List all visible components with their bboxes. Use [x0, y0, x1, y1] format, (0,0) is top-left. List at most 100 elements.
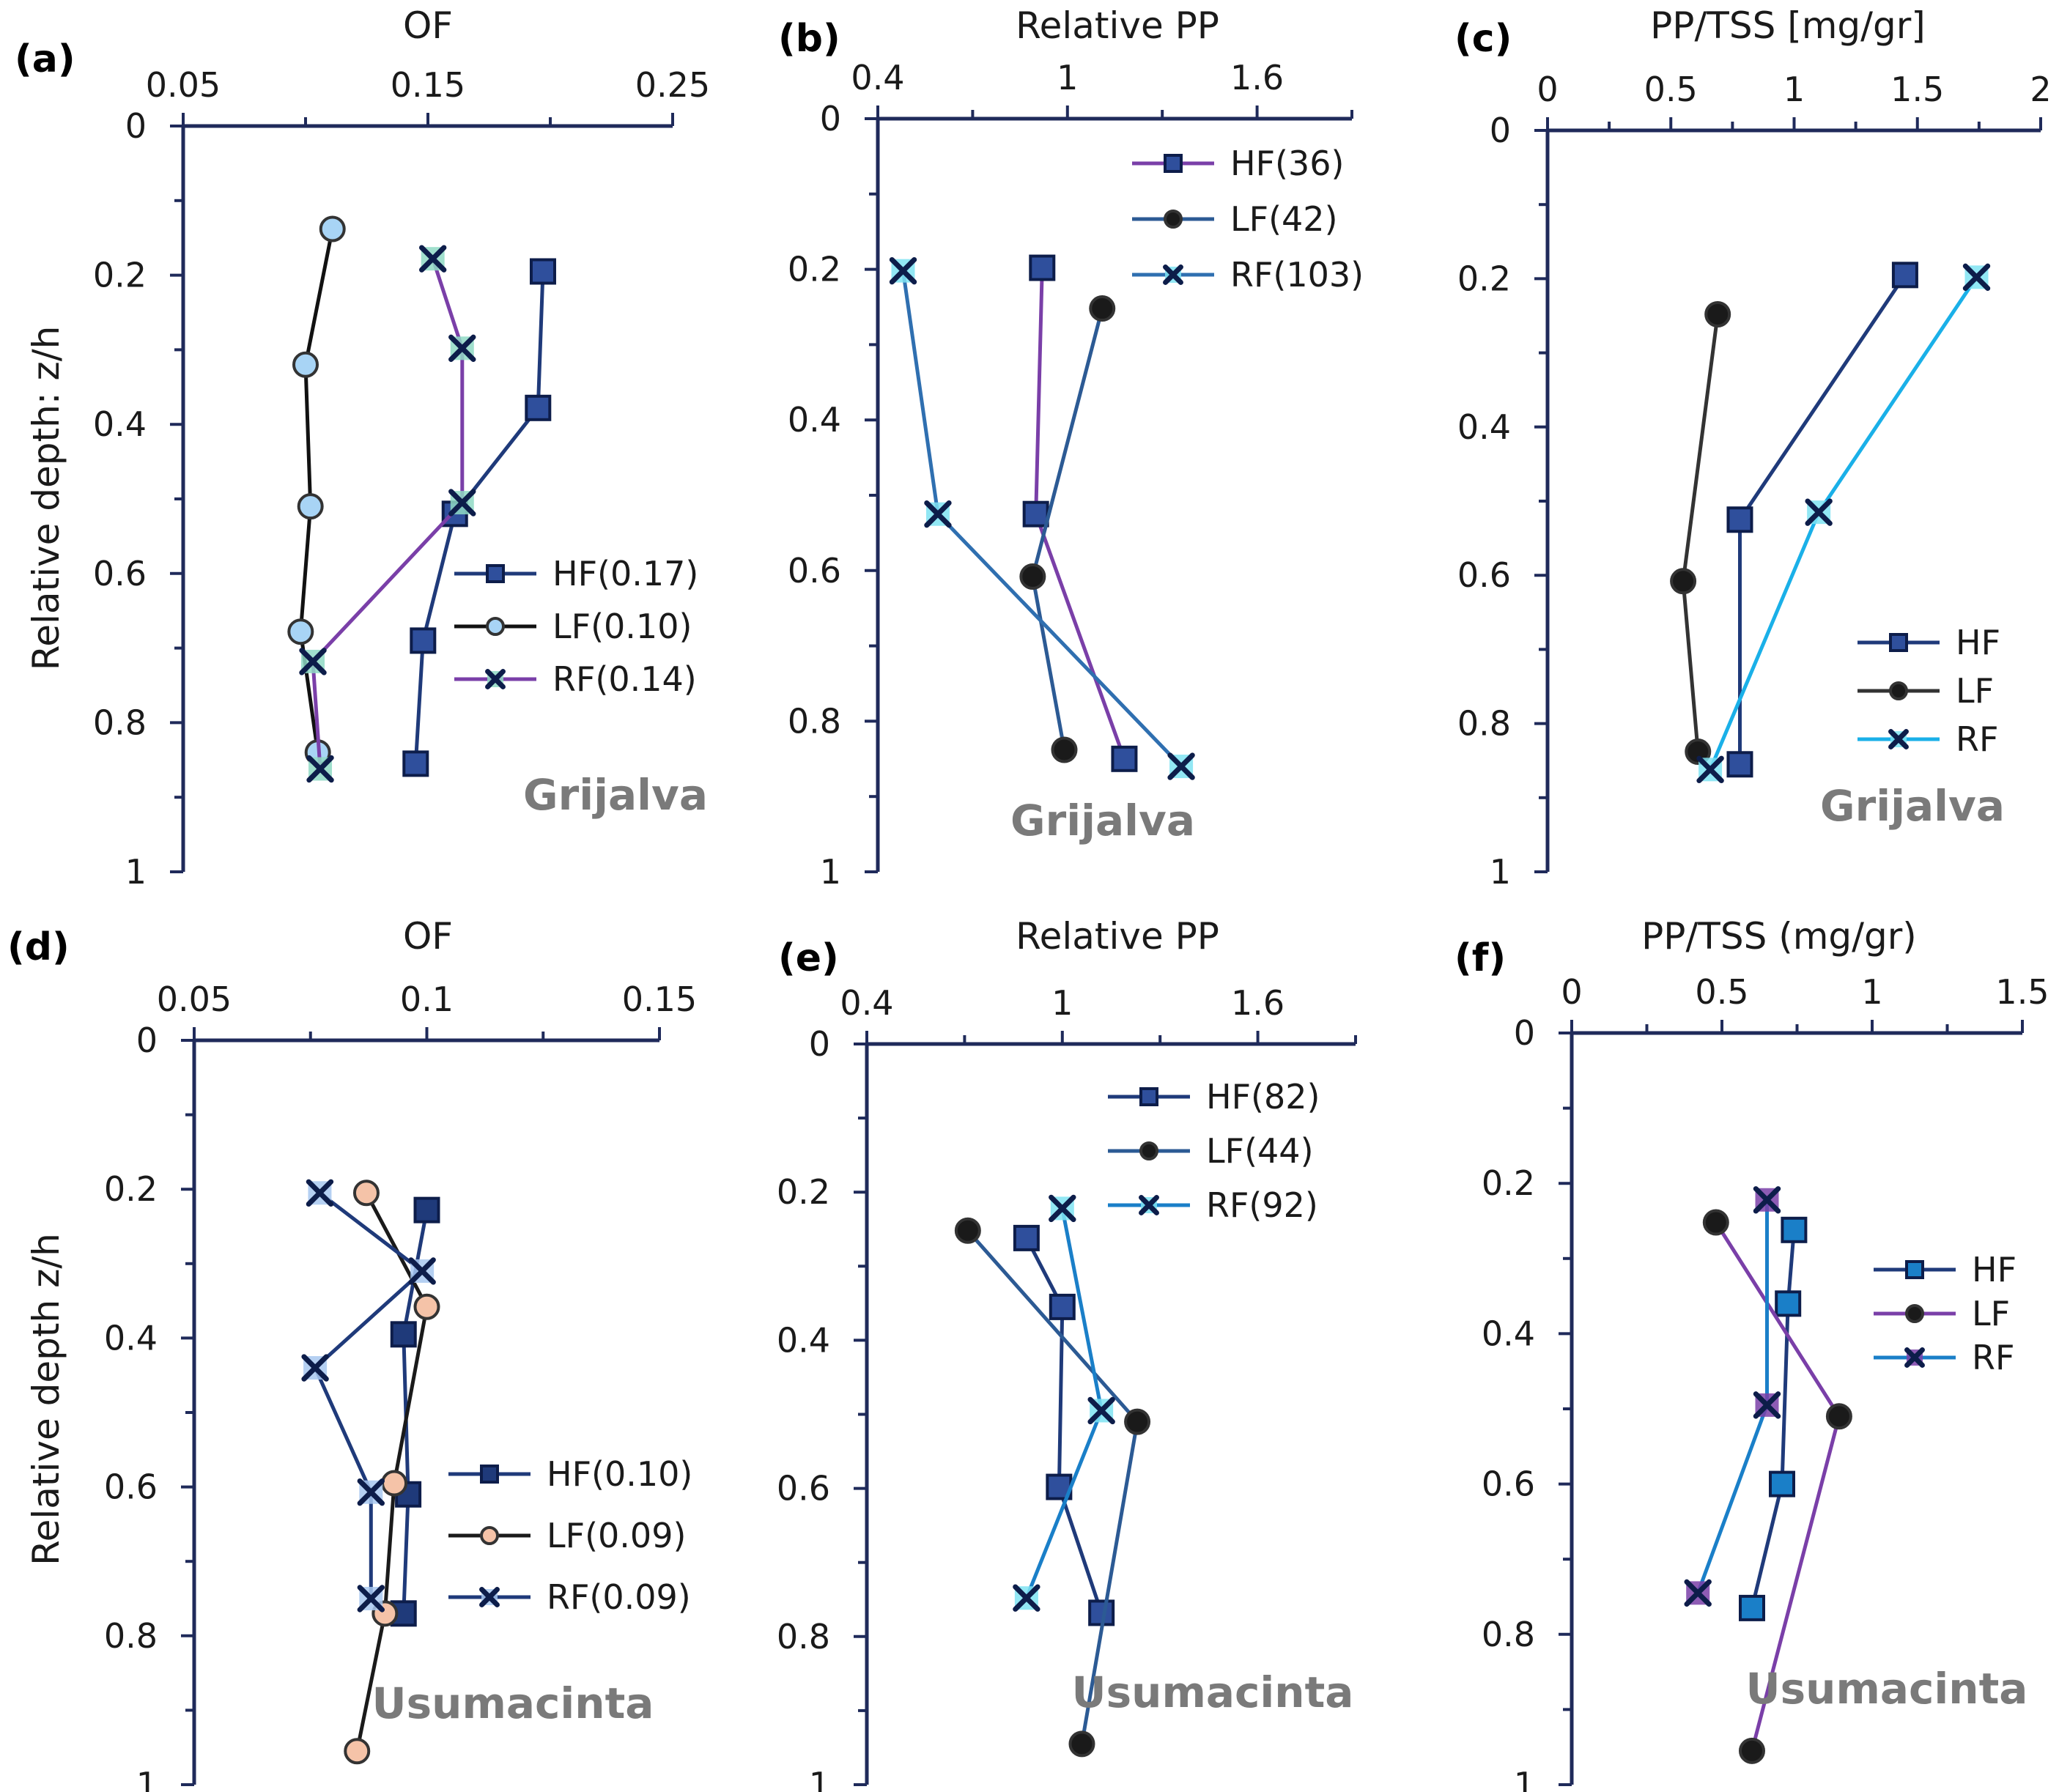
data-point	[1962, 263, 1991, 292]
x-axis-title: PP/TSS (mg/gr)	[1641, 915, 1917, 958]
data-point	[1167, 752, 1195, 780]
data-point	[1739, 1594, 1765, 1621]
data-point	[1087, 1396, 1115, 1425]
data-point	[1726, 506, 1753, 533]
legend-label: RF	[1956, 719, 1998, 759]
legend-label: RF(0.09)	[547, 1577, 691, 1617]
x-axis-title: OF	[403, 915, 453, 958]
y-tick-label: 1	[820, 852, 841, 892]
panel-c: 0 0.5 1 1.5 2 0 0.2 0.4 0.6 0.8 1 (c) PP/TSS [mg/gr]…	[1454, 4, 2052, 892]
series-hf	[1739, 1216, 1808, 1621]
y-tick-label: 0.2	[93, 256, 147, 295]
panel-label: (c)	[1454, 17, 1512, 61]
x-tick-label: 0.4	[851, 58, 904, 97]
x-tick-label: 0.15	[622, 980, 697, 1019]
data-point	[1769, 1470, 1795, 1497]
data-point	[1781, 1216, 1808, 1243]
y-tick-label: 0.8	[1482, 1615, 1535, 1654]
data-point	[1049, 1293, 1076, 1320]
x-axis-title: Relative PP	[1016, 915, 1219, 958]
y-tick-label: 0.4	[777, 1320, 830, 1360]
data-point	[1825, 1403, 1852, 1430]
legend-marker	[1889, 633, 1908, 652]
y-tick-label: 0.8	[788, 701, 841, 741]
data-point	[352, 1180, 380, 1207]
x-tick-label: 1.5	[1995, 972, 2049, 1012]
series-line	[1681, 314, 1720, 752]
x-tick-label: 2	[2030, 70, 2051, 109]
legend: HF LF RF	[1857, 623, 2000, 759]
data-point	[1753, 1391, 1781, 1419]
y-tick-label: 0.4	[1457, 407, 1511, 447]
series-hf	[1013, 1224, 1115, 1626]
x-tick-label: 0	[1561, 972, 1582, 1012]
legend-label: HF	[1972, 1250, 2017, 1289]
data-point	[319, 215, 346, 242]
y-tick-label: 0	[809, 1024, 830, 1064]
river-label: Usumacinta	[1746, 1664, 2028, 1714]
data-point	[1775, 1290, 1802, 1317]
legend-marker	[1905, 1260, 1924, 1279]
y-tick-label: 1	[809, 1765, 830, 1792]
panel-label: (a)	[15, 37, 75, 81]
panel-a: 0.05 0.15 0.25 0 0.2 0.4 0.6 0.8 1 (a) OF HF(0.17) L…	[15, 4, 710, 892]
y-tick-label: 0.8	[777, 1617, 830, 1656]
x-tick-label: 0.1	[400, 980, 454, 1019]
legend: HF LF RF	[1874, 1250, 2017, 1377]
legend-marker	[1164, 154, 1183, 173]
y-tick-label: 0.6	[104, 1467, 158, 1507]
data-point	[410, 627, 437, 654]
series-lf	[1702, 1209, 1852, 1764]
series-hf	[1726, 262, 1918, 778]
legend: HF(82) LF(44) RF(92)	[1108, 1077, 1320, 1225]
y-tick-label: 0	[136, 1021, 158, 1060]
y-tick-label: 0.8	[1457, 704, 1511, 744]
legend-marker	[480, 1465, 499, 1484]
data-point	[1704, 300, 1731, 327]
data-point	[418, 245, 447, 273]
series-line	[1024, 1237, 1104, 1614]
data-point	[529, 258, 556, 285]
series-rf	[1696, 263, 1991, 784]
series-rf	[1684, 1186, 1781, 1607]
x-tick-label: 0.05	[146, 65, 221, 105]
data-point	[357, 1478, 385, 1506]
legend-marker	[1139, 1195, 1159, 1215]
legend-marker	[1164, 210, 1183, 229]
legend-label: HF(0.10)	[547, 1454, 692, 1494]
legend-label: HF(0.17)	[552, 554, 698, 593]
legend-marker	[1889, 681, 1908, 700]
legend-label: RF(103)	[1230, 255, 1364, 295]
data-point	[1013, 1224, 1040, 1251]
legend-marker	[1163, 264, 1183, 285]
series-rf	[299, 245, 476, 783]
data-point	[299, 648, 327, 675]
y-tick-label: 1	[125, 852, 147, 892]
panel-label: (f)	[1454, 936, 1506, 980]
legend-marker	[486, 617, 505, 636]
legend-marker	[485, 669, 506, 689]
data-point	[1753, 1186, 1781, 1214]
data-point	[301, 1354, 329, 1382]
y-tick-label: 0.2	[104, 1169, 158, 1209]
data-point	[306, 1179, 334, 1207]
panel-f: 0 0.5 1 1.5 0 0.2 0.4 0.6 0.8 1 (f) PP/TSS (mg/gr) H…	[1454, 915, 2049, 1792]
x-tick-label: 0.4	[840, 983, 893, 1023]
data-point	[1670, 568, 1697, 595]
x-tick-label: 1	[1783, 70, 1805, 109]
y-tick-label: 1	[1514, 1765, 1535, 1792]
legend-label: RF(92)	[1206, 1185, 1318, 1225]
y-tick-label: 0.4	[1482, 1314, 1535, 1353]
legend-marker	[1139, 1141, 1158, 1160]
legend-label: LF(44)	[1206, 1131, 1314, 1171]
y-tick-label: 0.6	[1457, 555, 1511, 595]
data-point	[292, 351, 319, 378]
series-rf	[301, 1179, 436, 1613]
data-point	[381, 1470, 408, 1497]
panel-e: 0.4 1 1.6 0 0.2 0.4 0.6 0.8 1 (e) Relative PP HF(82…	[777, 915, 1357, 1792]
series-lf	[1670, 300, 1731, 766]
data-point	[1019, 563, 1046, 590]
data-point	[1068, 1730, 1095, 1758]
x-tick-label: 0.5	[1695, 972, 1748, 1012]
